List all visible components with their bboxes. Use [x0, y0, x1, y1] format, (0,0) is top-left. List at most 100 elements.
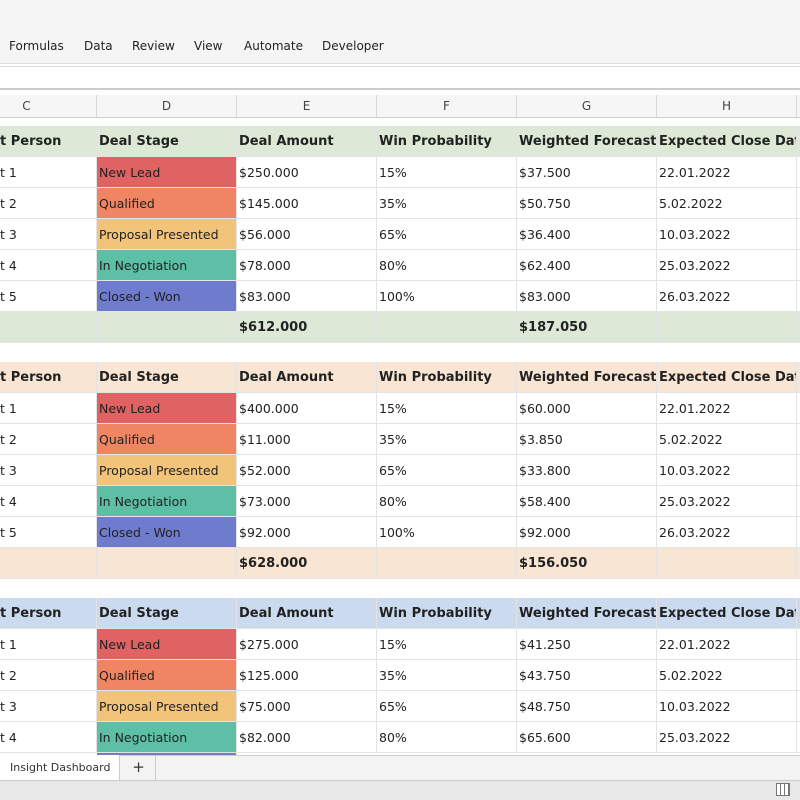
column-header[interactable]: E [237, 95, 377, 118]
menu-item[interactable]: View [194, 39, 223, 53]
table-cell: 10.03.2022 [657, 455, 797, 486]
menu-item[interactable]: Data [84, 39, 113, 53]
table-cell: $56.000 [237, 219, 377, 250]
deal-stage-cell: Proposal Presented [97, 219, 237, 250]
table-header-cell: t Person [0, 362, 97, 393]
table-header-cell: Expected Close Date [657, 598, 797, 629]
table-cell: $400.000 [237, 393, 377, 424]
deal-stage-cell: Qualified [97, 424, 237, 455]
table-header-cell: Expected Close Date [657, 362, 797, 393]
total-row-end [797, 312, 800, 343]
table-cell: 80% [377, 722, 517, 753]
table-cell: $125.000 [237, 660, 377, 691]
table-cell: 22.01.2022 [657, 393, 797, 424]
menu-item[interactable]: Developer [322, 39, 384, 53]
table-cell: 5.02.2022 [657, 188, 797, 219]
row-end [797, 486, 800, 517]
column-header[interactable]: F [377, 95, 517, 118]
table-header-cell: Deal Stage [97, 126, 237, 157]
table-cell: 100% [377, 281, 517, 312]
table-cell: $92.000 [237, 517, 377, 548]
ribbon [0, 0, 800, 64]
row-end [797, 455, 800, 486]
table-cell: 5.02.2022 [657, 660, 797, 691]
table-cell: $36.400 [517, 219, 657, 250]
table-cell: $78.000 [237, 250, 377, 281]
table-header-cell: Win Probability [377, 598, 517, 629]
table-cell: t 1 [0, 629, 97, 660]
table-cell: 25.03.2022 [657, 250, 797, 281]
table-cell: $43.750 [517, 660, 657, 691]
table-cell: $41.250 [517, 629, 657, 660]
table-cell: $50.750 [517, 188, 657, 219]
column-header[interactable]: H [657, 95, 797, 118]
table-cell: 35% [377, 660, 517, 691]
row-end [797, 281, 800, 312]
total-empty-cell [377, 548, 517, 579]
table-cell: t 5 [0, 517, 97, 548]
row-end [797, 691, 800, 722]
table-cell: 100% [377, 517, 517, 548]
table-header-cell: t Person [0, 598, 97, 629]
table-cell: 25.03.2022 [657, 486, 797, 517]
table-cell: 35% [377, 188, 517, 219]
deal-stage-cell: New Lead [97, 393, 237, 424]
table-cell: $58.400 [517, 486, 657, 517]
table-cell: 15% [377, 157, 517, 188]
table-cell: 65% [377, 691, 517, 722]
table-cell: t 5 [0, 281, 97, 312]
column-header[interactable]: D [97, 95, 237, 118]
row-end [797, 424, 800, 455]
table-cell: 25.03.2022 [657, 722, 797, 753]
menu-item[interactable]: Formulas [9, 39, 64, 53]
total-empty-cell [0, 312, 97, 343]
table-cell: 5.02.2022 [657, 424, 797, 455]
table-header-cell: Deal Amount [237, 126, 377, 157]
table-cell: $75.000 [237, 691, 377, 722]
table-cell: $65.600 [517, 722, 657, 753]
deal-stage-cell: Qualified [97, 660, 237, 691]
add-sheet-button[interactable]: + [122, 755, 156, 780]
table-cell: 35% [377, 424, 517, 455]
column-header[interactable]: G [517, 95, 657, 118]
total-empty-cell [657, 312, 797, 343]
table-cell: $37.500 [517, 157, 657, 188]
header-row-end [797, 598, 800, 629]
total-empty-cell [97, 548, 237, 579]
status-bar [0, 780, 800, 800]
menu-item[interactable]: Review [132, 39, 175, 53]
table-cell: $92.000 [517, 517, 657, 548]
total-empty-cell [0, 548, 97, 579]
table-cell: $145.000 [237, 188, 377, 219]
table-header-cell: Expected Close Date [657, 126, 797, 157]
total-cell: $612.000 [237, 312, 377, 343]
header-row-end [797, 362, 800, 393]
table-header-cell: Deal Amount [237, 362, 377, 393]
deal-stage-cell: Proposal Presented [97, 691, 237, 722]
deal-stage-cell: Qualified [97, 188, 237, 219]
sheet-tab[interactable]: Insight Dashboard [0, 755, 120, 780]
table-header-cell: Weighted Forecast [517, 598, 657, 629]
deal-stage-cell: In Negotiation [97, 486, 237, 517]
menu-item[interactable]: Automate [244, 39, 303, 53]
deal-stage-cell: Closed - Won [97, 281, 237, 312]
table-cell: 26.03.2022 [657, 517, 797, 548]
table-header-cell: Deal Stage [97, 598, 237, 629]
column-header[interactable]: C [0, 95, 97, 118]
total-empty-cell [657, 548, 797, 579]
header-row-end [797, 126, 800, 157]
deal-stage-cell: In Negotiation [97, 722, 237, 753]
total-empty-cell [377, 312, 517, 343]
formula-bar[interactable] [0, 66, 800, 90]
grid-view-icon[interactable] [776, 783, 790, 796]
table-cell: $83.000 [517, 281, 657, 312]
table-cell: 65% [377, 455, 517, 486]
table-cell: t 4 [0, 722, 97, 753]
table-cell: 15% [377, 629, 517, 660]
table-cell: $33.800 [517, 455, 657, 486]
total-empty-cell [97, 312, 237, 343]
table-cell: t 3 [0, 219, 97, 250]
table-cell: $73.000 [237, 486, 377, 517]
row-end [797, 188, 800, 219]
table-header-cell: Weighted Forecast [517, 126, 657, 157]
